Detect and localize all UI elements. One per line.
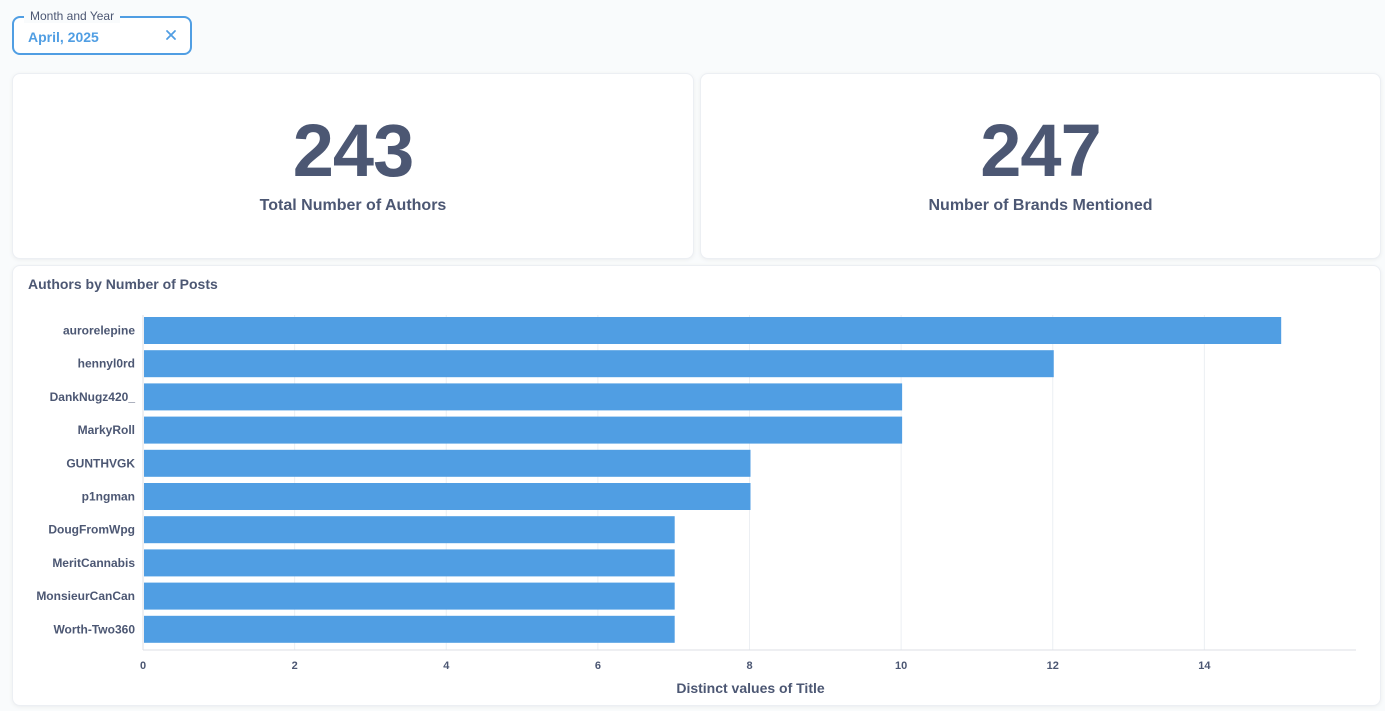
bar[interactable] bbox=[144, 483, 751, 510]
y-tick-label: MeritCannabis bbox=[52, 556, 135, 570]
brands-mentioned-label: Number of Brands Mentioned bbox=[928, 197, 1153, 214]
x-axis-title: Distinct values of Title bbox=[676, 680, 825, 696]
x-tick-label: 14 bbox=[1198, 660, 1211, 672]
brands-mentioned-value: 247 bbox=[980, 109, 1101, 192]
bar[interactable] bbox=[144, 350, 1054, 378]
y-tick-label: p1ngman bbox=[82, 490, 135, 504]
bar[interactable] bbox=[144, 615, 675, 643]
x-tick-label: 4 bbox=[443, 660, 450, 672]
y-tick-label: hennyl0rd bbox=[78, 357, 135, 371]
bar[interactable] bbox=[144, 549, 675, 577]
y-tick-label: aurorelepine bbox=[63, 324, 135, 338]
total-authors-value: 243 bbox=[292, 109, 414, 192]
y-tick-label: MarkyRoll bbox=[78, 423, 135, 437]
total-authors-label: Total Number of Authors bbox=[259, 197, 447, 214]
x-tick-label: 0 bbox=[140, 660, 146, 672]
x-tick-label: 2 bbox=[292, 660, 298, 672]
month-year-filter[interactable]: Month and Year April, 2025 bbox=[12, 9, 192, 55]
y-tick-label: MonsieurCanCan bbox=[36, 589, 135, 603]
y-tick-label: DankNugz420_ bbox=[50, 390, 136, 404]
filter-label: Month and Year bbox=[24, 9, 121, 23]
x-tick-label: 10 bbox=[895, 660, 907, 672]
x-tick-label: 6 bbox=[595, 660, 601, 672]
total-authors-card[interactable]: 243 Total Number of Authors bbox=[12, 73, 694, 259]
y-tick-label: DougFromWpg bbox=[48, 523, 135, 537]
x-tick-label: 12 bbox=[1047, 660, 1059, 672]
x-tick-label: 8 bbox=[746, 660, 752, 672]
y-tick-label: GUNTHVGK bbox=[66, 456, 135, 470]
bar[interactable] bbox=[144, 582, 675, 610]
bar[interactable] bbox=[144, 416, 903, 444]
chart-title[interactable]: Authors by Number of Posts bbox=[28, 276, 218, 292]
authors-by-posts-card: Authors by Number of Posts aurorelepine h… bbox=[12, 265, 1381, 706]
bar[interactable] bbox=[144, 449, 751, 477]
bar-chart: aurorelepine hennyl0rd DankNugz420_ MarkyRo… bbox=[36, 315, 1356, 696]
bar[interactable] bbox=[144, 383, 903, 411]
brands-mentioned-card[interactable]: 247 Number of Brands Mentioned bbox=[700, 73, 1381, 259]
bar[interactable] bbox=[144, 317, 1282, 344]
filter-value[interactable]: April, 2025 bbox=[28, 29, 99, 45]
close-icon[interactable] bbox=[164, 28, 178, 42]
y-tick-label: Worth-Two360 bbox=[53, 622, 135, 636]
bar[interactable] bbox=[144, 516, 675, 544]
